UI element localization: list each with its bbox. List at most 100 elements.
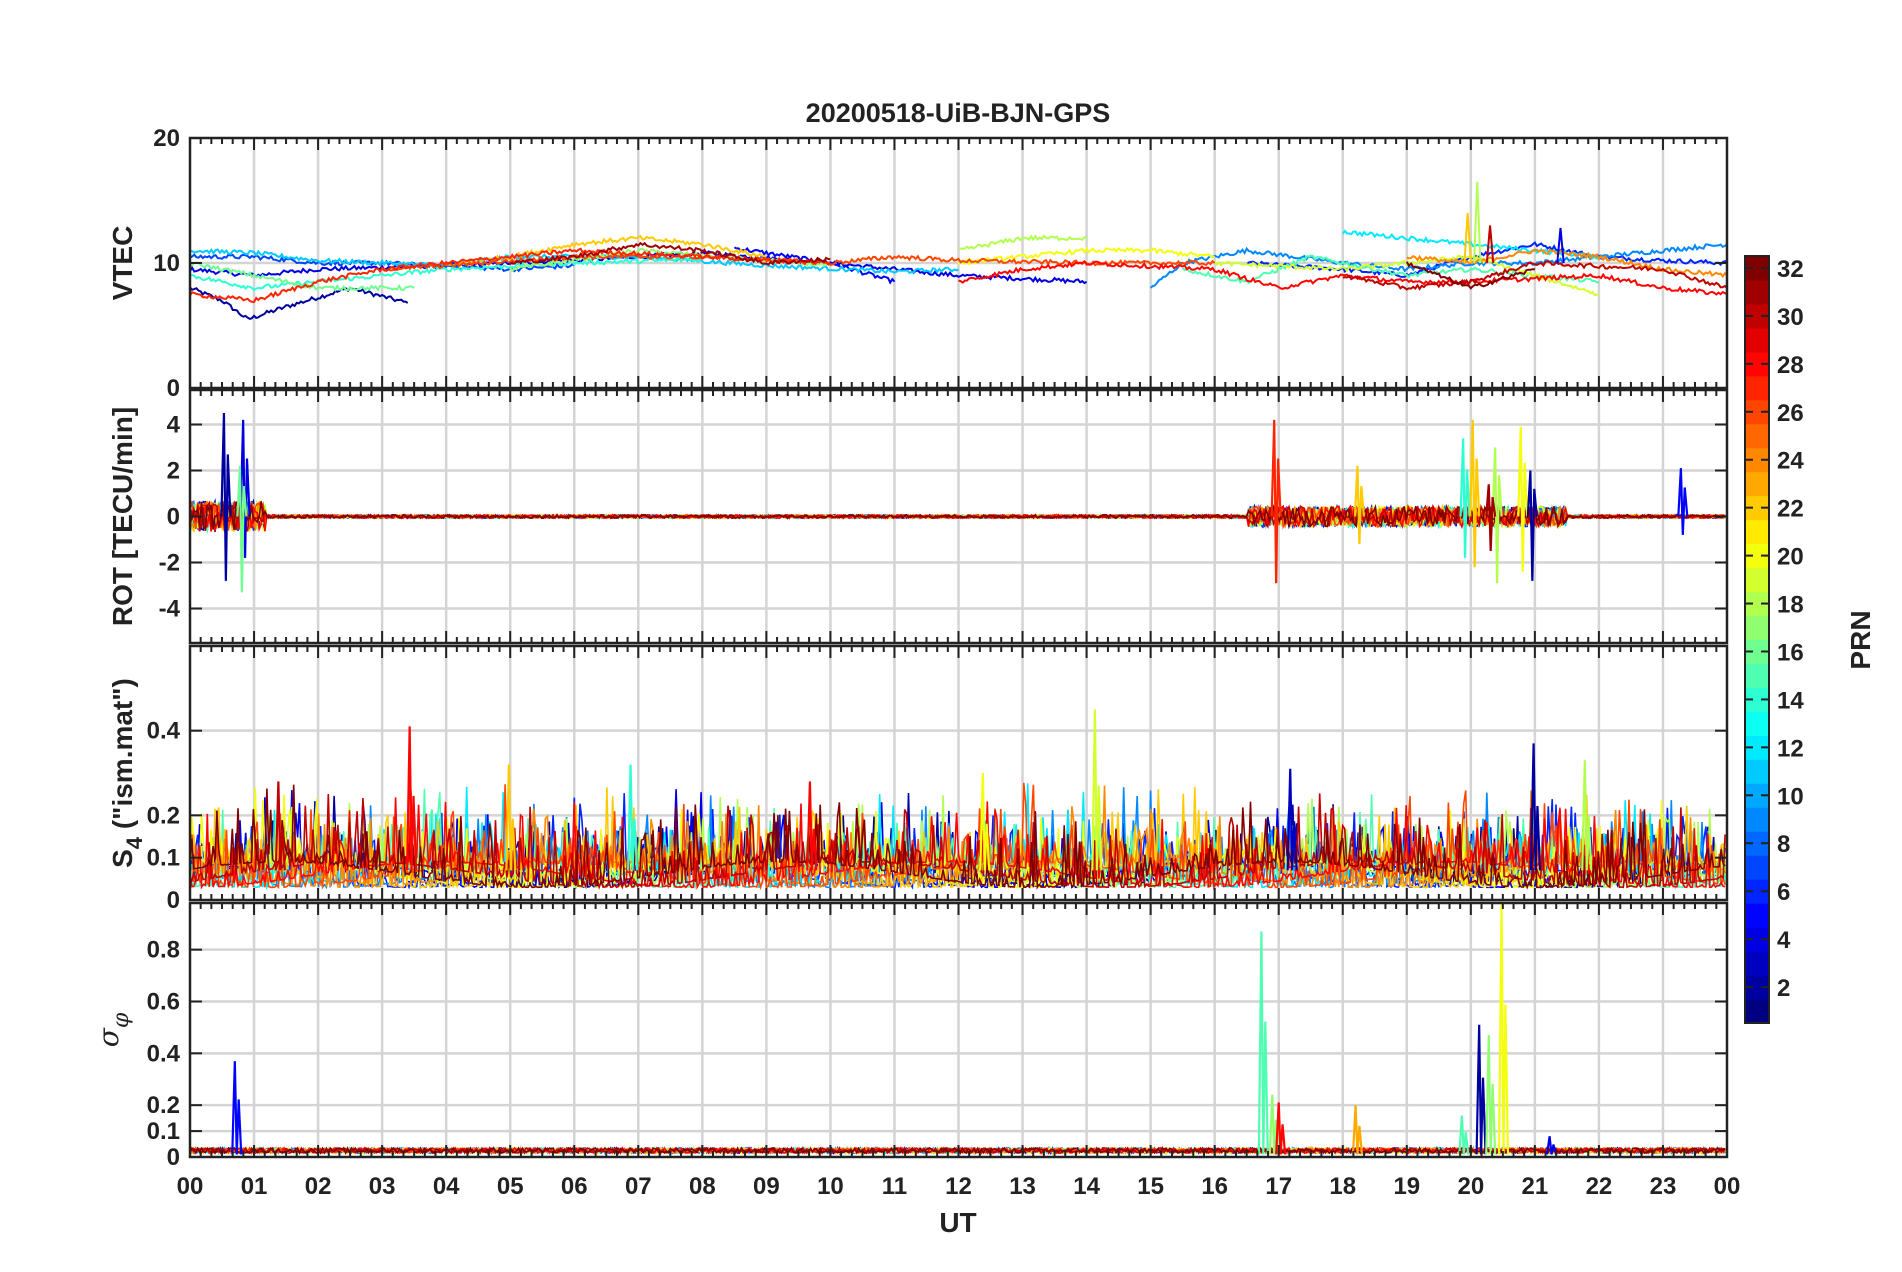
rot-spike: [1677, 468, 1689, 535]
x-tick-label: 01: [241, 1173, 268, 1200]
s4-spike: [505, 764, 517, 871]
x-tick-label: 22: [1586, 1173, 1613, 1200]
x-tick-label: 17: [1265, 1173, 1292, 1200]
vtec-series-prn-32: [1405, 261, 1535, 290]
colorbar-bin: [1745, 807, 1769, 832]
colorbar-bin: [1745, 519, 1769, 545]
s4-spike: [1529, 743, 1542, 871]
s4-spike: [1581, 760, 1593, 871]
rot-spike: [1517, 426, 1529, 572]
s4-spike: [406, 726, 418, 871]
vtec-series-prn-27: [190, 247, 832, 304]
y-tick-label: 0.4: [147, 718, 181, 745]
colorbar-tick-label: 26: [1777, 400, 1804, 427]
s4-series-prn-28: [190, 789, 1726, 891]
y-tick-label: 2: [167, 458, 180, 485]
s4-series-prn-32: [190, 784, 1726, 890]
rot-spike: [1469, 419, 1481, 568]
colorbar-bin: [1745, 279, 1769, 305]
s4-spike: [626, 764, 639, 871]
y-tick-label: -2: [159, 550, 180, 577]
y-tick-label: 10: [153, 250, 180, 277]
vtec-series-prn-28: [958, 259, 1727, 296]
s4-spike: [1286, 768, 1298, 871]
y-axis-label: S4 ("ism.mat"): [107, 678, 147, 868]
rot-spike: [220, 412, 232, 581]
sigma_phi-spike: [1545, 1136, 1558, 1155]
y-tick-label: 0: [167, 375, 180, 402]
sigma_phi-spike: [1485, 1035, 1497, 1155]
y-axis-label: σφ: [92, 1012, 134, 1047]
rot-spike: [239, 419, 251, 558]
colorbar-tick-label: 22: [1777, 496, 1804, 523]
vtec-series-prn-16: [190, 261, 415, 292]
colorbar-tick-label: 30: [1777, 304, 1804, 331]
y-tick-label: 0.2: [147, 1092, 180, 1119]
panel-vtec: 0 10 20 VTEC: [107, 125, 1729, 402]
x-tick-label: 00: [1714, 1173, 1741, 1200]
vtec-series-prn-9: [1149, 243, 1727, 289]
vtec-spike: [1485, 225, 1495, 264]
plot-frame: [188, 136, 1729, 390]
x-tick-label: 03: [369, 1173, 396, 1200]
colorbar-tick-label: 18: [1777, 592, 1804, 619]
y-tick-label: 0.6: [147, 988, 180, 1015]
x-tick-label: 12: [945, 1173, 972, 1200]
s4-series-prn-26: [190, 782, 1726, 891]
rot-spike: [1459, 438, 1471, 558]
sigma_phi-spike: [1458, 1115, 1470, 1155]
s4-spike: [274, 781, 286, 871]
colorbar-tick-label: 24: [1777, 448, 1804, 475]
plot-frame: [188, 644, 1729, 902]
x-tick-label: 19: [1393, 1173, 1420, 1200]
rot-spike: [1526, 470, 1538, 581]
colorbar-bin: [1745, 759, 1769, 784]
y-axis-label: ROT [TECU/min]: [107, 407, 138, 626]
x-tick-label: 16: [1201, 1173, 1228, 1200]
x-tick-label: 11: [882, 1173, 907, 1200]
s4-spike: [1091, 709, 1103, 871]
rot-spike: [1270, 419, 1282, 584]
colorbar-frame: [1744, 255, 1770, 1024]
y-tick-label: 0.1: [147, 845, 180, 872]
vtec-spike: [1473, 181, 1482, 264]
vtec-series-prn-31: [509, 241, 831, 266]
colorbar-bin: [1745, 375, 1769, 401]
x-tick-label: 00: [177, 1173, 204, 1200]
s4-series-prn-30: [190, 793, 1726, 890]
y-tick-label: 0.2: [147, 802, 180, 829]
plot-frame: [188, 901, 1729, 1159]
y-tick-label: 20: [153, 125, 180, 152]
rot-spike: [1353, 465, 1365, 545]
vtec-series-prn-20: [957, 246, 1215, 266]
sigma_phi-spike: [231, 1061, 243, 1155]
x-tick-label: 18: [1329, 1173, 1356, 1200]
colorbar-bin: [1745, 423, 1769, 449]
x-tick-label: 02: [305, 1173, 332, 1200]
rot-spike: [236, 465, 248, 593]
series-group: [190, 181, 1727, 320]
colorbar-tick-label: 28: [1777, 352, 1804, 379]
x-tick-label: 05: [497, 1173, 524, 1200]
x-tick-label: 13: [1009, 1173, 1036, 1200]
y-tick-label: -4: [159, 596, 181, 623]
rot-spike: [1485, 484, 1497, 552]
y-tick-label: 0: [167, 1144, 180, 1171]
colorbar-bin: [1745, 471, 1769, 497]
colorbar-bin: [1745, 951, 1769, 976]
colorbar-tick-label: 32: [1777, 256, 1804, 283]
x-tick-label: 23: [1650, 1173, 1677, 1200]
x-tick-label: 06: [561, 1173, 588, 1200]
colorbar-bin: [1745, 999, 1769, 1024]
panel-rot: -4 -2 0 2 4 ROT [TECU/min]: [107, 388, 1729, 645]
panel-sigma_phi: 00.10.2 0.4 0.6 0.8 σφ: [92, 901, 1729, 1171]
x-tick-label: 04: [433, 1173, 460, 1200]
x-tick-label: 20: [1457, 1173, 1484, 1200]
colorbar-bin: [1745, 855, 1769, 880]
s4-spike: [806, 781, 818, 871]
x-tick-label: 14: [1073, 1173, 1100, 1200]
colorbar-tick-label: 16: [1777, 639, 1804, 666]
x-tick-label: 09: [753, 1173, 780, 1200]
